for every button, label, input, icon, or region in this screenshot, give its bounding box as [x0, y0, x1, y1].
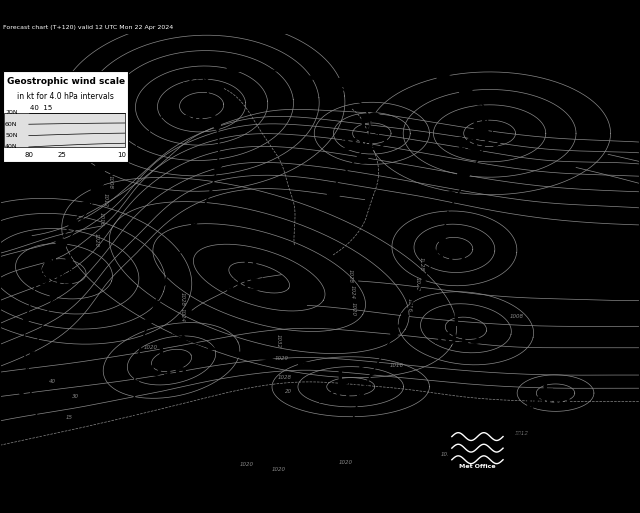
- Circle shape: [445, 192, 456, 201]
- Text: 1028: 1028: [180, 292, 185, 306]
- Circle shape: [88, 147, 98, 154]
- Text: 1016: 1016: [407, 299, 412, 312]
- Circle shape: [81, 202, 90, 209]
- Bar: [448, 422, 507, 475]
- Text: 40N: 40N: [5, 145, 18, 149]
- Text: Forecast chart (T+120) valid 12 UTC Mon 22 Apr 2024: Forecast chart (T+120) valid 12 UTC Mon …: [3, 25, 173, 30]
- Text: 1020: 1020: [271, 467, 285, 472]
- Circle shape: [437, 74, 449, 83]
- Text: 1020: 1020: [415, 278, 420, 291]
- Text: Met Office: Met Office: [459, 464, 496, 469]
- Text: L: L: [541, 377, 553, 395]
- Text: 1024: 1024: [349, 285, 355, 299]
- Text: L: L: [193, 95, 204, 113]
- Circle shape: [329, 190, 340, 198]
- Text: 1012: 1012: [340, 135, 390, 153]
- Text: Geostrophic wind scale: Geostrophic wind scale: [6, 77, 125, 86]
- Text: 10: 10: [117, 152, 126, 158]
- Text: 20: 20: [285, 389, 291, 394]
- Circle shape: [470, 149, 481, 157]
- Text: 987: 987: [180, 113, 217, 132]
- Circle shape: [460, 88, 471, 96]
- Circle shape: [70, 135, 79, 142]
- Text: 1012: 1012: [515, 431, 529, 436]
- Circle shape: [357, 155, 368, 163]
- Circle shape: [57, 239, 67, 246]
- Text: L: L: [51, 253, 62, 271]
- Text: 1029: 1029: [275, 357, 289, 362]
- Text: 40  15: 40 15: [30, 105, 52, 111]
- Text: 1008: 1008: [510, 314, 524, 319]
- Text: L: L: [452, 312, 463, 330]
- Bar: [4, 113, 125, 147]
- Text: 60N: 60N: [5, 122, 18, 127]
- Text: 1013: 1013: [433, 330, 483, 348]
- Text: L: L: [337, 370, 348, 388]
- Text: 1020: 1020: [339, 460, 353, 465]
- Text: metoffice.gov.uk
© Crown Copyright: metoffice.gov.uk © Crown Copyright: [512, 430, 577, 446]
- Circle shape: [369, 113, 380, 121]
- Text: L: L: [439, 231, 451, 249]
- Text: 1011: 1011: [420, 250, 470, 268]
- Circle shape: [335, 78, 346, 87]
- Text: 1024: 1024: [180, 308, 185, 322]
- Text: 50N: 50N: [5, 133, 18, 138]
- Text: 999: 999: [38, 272, 75, 290]
- Text: 1020: 1020: [351, 302, 356, 316]
- Circle shape: [476, 128, 488, 136]
- Text: 1008: 1008: [108, 175, 113, 189]
- Text: 1013: 1013: [317, 389, 367, 407]
- Bar: [0, 15, 640, 34]
- Circle shape: [458, 170, 469, 179]
- Text: 1000: 1000: [522, 396, 572, 413]
- Text: 1032: 1032: [276, 334, 281, 348]
- Circle shape: [90, 183, 100, 191]
- Text: 1016: 1016: [138, 362, 188, 380]
- Text: H: H: [242, 259, 257, 277]
- Circle shape: [283, 64, 294, 72]
- Text: 40: 40: [49, 380, 56, 384]
- Text: 1028: 1028: [348, 269, 353, 283]
- Text: in kt for 4.0 hPa intervals: in kt for 4.0 hPa intervals: [17, 92, 114, 101]
- Text: L: L: [359, 117, 371, 135]
- Circle shape: [474, 106, 485, 114]
- Text: 1012: 1012: [441, 452, 455, 458]
- Text: 80: 80: [24, 152, 33, 158]
- Text: H: H: [471, 117, 486, 135]
- Text: 1022: 1022: [454, 135, 504, 153]
- Text: 1012: 1012: [103, 192, 108, 207]
- Text: 1020: 1020: [93, 232, 99, 247]
- Text: L: L: [157, 344, 169, 362]
- Text: 70N: 70N: [5, 110, 18, 115]
- Circle shape: [95, 165, 104, 172]
- Text: 1020: 1020: [143, 345, 157, 350]
- Text: 1028: 1028: [419, 257, 424, 271]
- Text: 1020: 1020: [239, 462, 253, 467]
- Circle shape: [69, 220, 79, 228]
- Text: 25: 25: [58, 152, 67, 158]
- Text: 1028: 1028: [278, 374, 292, 380]
- Text: 30: 30: [72, 394, 79, 399]
- Text: 1038: 1038: [225, 277, 275, 295]
- Bar: [3, 71, 128, 162]
- Circle shape: [227, 64, 238, 72]
- Text: 1016: 1016: [390, 363, 404, 368]
- Text: 15: 15: [66, 415, 72, 420]
- Text: 1016: 1016: [99, 212, 104, 226]
